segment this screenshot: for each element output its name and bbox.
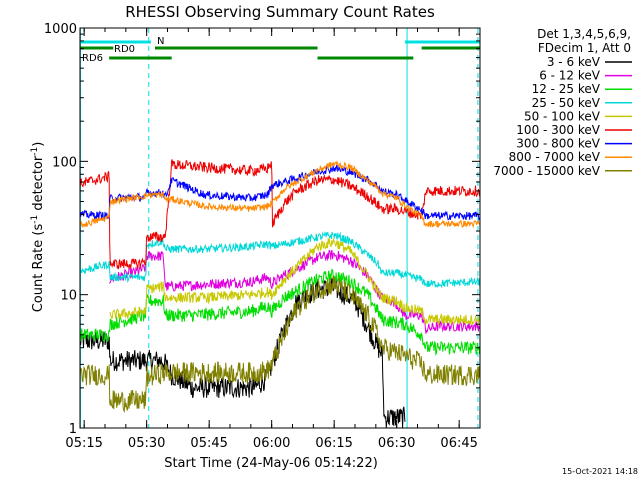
flag-n-label: N [157, 36, 164, 47]
y-axis-label-base: Count Rate (s [31, 224, 46, 313]
x-tick-label: 06:45 [440, 436, 477, 451]
y-axis-label-exp1: -1 [30, 215, 40, 224]
y-tick-label: 1000 [44, 22, 77, 37]
y-tick-label: 100 [52, 155, 77, 170]
legend-label-25-50-kevkev: 25 - 50 keV [532, 96, 601, 110]
legend-label-800-7000-kevkev: 800 - 7000 keV [509, 150, 601, 164]
plot-frame [79, 27, 481, 429]
legend-label-100-300-kevkev: 100 - 300 keV [516, 123, 600, 137]
info-line-2: FDecim 1, Att 0 [538, 41, 631, 55]
flag-rd0-label: RD0 [114, 44, 135, 55]
axes: 05:15 05:30 05:45 06:00 06:15 06:30 06:45 1 10 10… [44, 22, 481, 451]
y-axis-label-exp2: -1 [30, 147, 40, 156]
y-axis-label-mid: detector [31, 155, 46, 215]
legend-label-3-6-kevkev: 3 - 6 keV [547, 55, 601, 69]
legend-label-7000-15000-kevkev: 7000 - 15000 keV [493, 164, 600, 178]
y-axis-label: Count Rate (s-1 detector-1) [30, 142, 46, 313]
series-line-7000-15000-kevkev [79, 275, 481, 413]
series-line-100-300-kevkev [79, 159, 481, 270]
series-line-50-100-kevkev [109, 238, 481, 327]
chart-title: RHESSI Observing Summary Count Rates [125, 3, 435, 21]
x-tick-label: 06:30 [378, 436, 415, 451]
timestamp: 15-Oct-2021 14:18 [562, 467, 638, 476]
legend-label-12-25-kevkev: 12 - 25 keV [532, 82, 601, 96]
x-axis-label: Start Time (24-May-06 05:14:22) [164, 456, 378, 471]
x-tick-label: 06:00 [253, 436, 290, 451]
series-line-800-7000-kevkev [79, 160, 480, 229]
x-tick-label: 05:30 [128, 436, 165, 451]
plot-area: N RD0 RD6 [79, 28, 481, 428]
legend-label-6-12-kevkev: 6 - 12 keV [539, 69, 601, 83]
y-axis-label-close: ) [31, 142, 46, 147]
x-tick-label: 06:15 [315, 436, 352, 451]
flag-rd6-label: RD6 [82, 53, 103, 64]
y-tick-label: 10 [60, 289, 77, 304]
legend-label-300-800-kevkev: 300 - 800 keV [516, 137, 600, 151]
series-line-300-800-kevkev [79, 164, 481, 221]
x-tick-label: 05:45 [190, 436, 227, 451]
x-tick-label: 05:15 [65, 436, 102, 451]
y-tick-label: 1 [69, 422, 77, 437]
legend-label-50-100-kevkev: 50 - 100 keV [524, 109, 601, 123]
info-line-1: Det 1,3,4,5,6,9, [537, 27, 631, 41]
